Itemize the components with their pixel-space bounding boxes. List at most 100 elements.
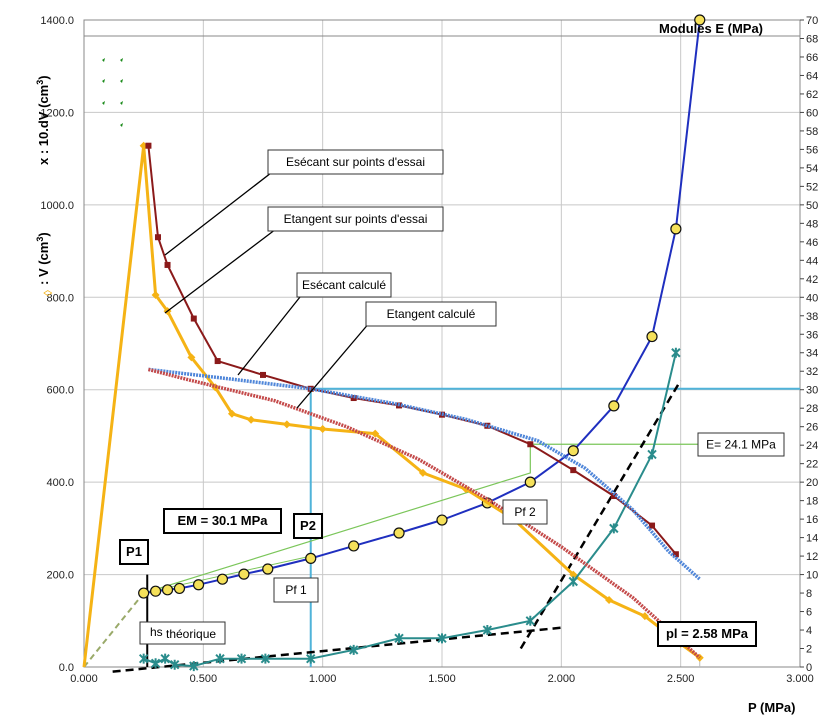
data-point — [670, 223, 682, 235]
data-point — [482, 625, 493, 636]
esecant-calc-box — [296, 272, 392, 298]
data-point — [187, 353, 196, 362]
esecant-points-box — [267, 149, 444, 175]
etangent-calc-box — [365, 301, 497, 327]
left-axis-title-1-text: : V (cm — [36, 242, 51, 285]
y-right-tick-label: 18 — [806, 496, 818, 508]
data-point — [138, 587, 150, 599]
etangent-points-box — [267, 206, 444, 232]
data-point — [640, 612, 649, 621]
leader-etangent-points — [164, 225, 281, 314]
data-point — [525, 615, 536, 626]
data-point — [145, 142, 152, 149]
hs-subscript-label: hs — [150, 625, 163, 639]
pf2-green-line — [143, 443, 698, 594]
initial-dashed-line — [83, 592, 145, 668]
x-tick-label: 1.500 — [428, 673, 456, 685]
y-left-tick-label: 1000.0 — [40, 200, 74, 212]
data-point — [570, 467, 577, 474]
data-point — [189, 661, 199, 672]
data-point — [569, 570, 578, 579]
series-0 — [138, 14, 706, 599]
data-point — [214, 358, 221, 365]
data-point — [169, 659, 180, 670]
series-line — [148, 367, 701, 581]
callouts: Esécant sur points d'essai Etangent sur p… — [119, 149, 785, 647]
y-right-tick-label: 30 — [806, 385, 818, 397]
x-tick-label: 1.000 — [309, 673, 337, 685]
data-point — [305, 552, 317, 564]
x-tick-label: 2.000 — [548, 673, 576, 685]
pf2-box — [502, 499, 548, 525]
y-right-tick-label: 52 — [806, 181, 818, 193]
y-right-tick-label: 2 — [806, 644, 812, 656]
y-left-tick-label: 1400.0 — [40, 15, 74, 27]
data-point — [215, 653, 225, 664]
y-left-tick-label: 0.0 — [59, 662, 74, 674]
data-point — [610, 493, 617, 500]
y-right-tick-label: 6 — [806, 607, 812, 619]
leader-etangent-calc — [296, 321, 371, 409]
data-point — [646, 330, 658, 343]
series-line — [147, 367, 701, 660]
data-point — [672, 551, 679, 558]
data-point — [394, 633, 404, 644]
x-tick-label: 3.000 — [786, 673, 814, 685]
data-point — [227, 409, 236, 418]
y-right-tick-label: 32 — [806, 366, 818, 378]
y-right-tick-label: 10 — [806, 570, 818, 582]
p1-box — [119, 539, 149, 565]
pl-258-box — [657, 621, 757, 647]
p2-box — [293, 513, 323, 539]
data-point — [567, 445, 579, 457]
data-point — [527, 441, 534, 448]
data-point — [260, 653, 271, 664]
y-right-tick-label: 38 — [806, 311, 818, 323]
y-right-tick-label: 28 — [806, 403, 818, 415]
data-point — [238, 568, 250, 580]
pf2-label: Pf 2 — [514, 505, 536, 519]
data-point — [671, 347, 681, 358]
axes: 0.000 0.500 1.000 1.500 2.000 2.500 3.0000.020… — [40, 15, 818, 685]
y-right-tick-label: 68 — [806, 33, 818, 45]
left-axis-title-1: : V (cm3) — [35, 232, 51, 285]
right-axis-title: Modules E (MPa) — [659, 21, 763, 36]
y-right-tick-label: 26 — [806, 422, 818, 434]
etangent-points-label: Etangent sur points d'essai — [284, 212, 428, 226]
y-right-tick-label: 56 — [806, 144, 818, 156]
y-right-tick-label: 14 — [806, 533, 818, 545]
y-left-tick-label: 1200.0 — [40, 107, 74, 119]
data-point — [647, 449, 657, 460]
y-left-tick-label: 200.0 — [46, 570, 74, 582]
leader-esecant-calc — [237, 296, 301, 376]
data-point — [164, 261, 171, 268]
data-point — [150, 658, 161, 669]
series-4 — [148, 367, 701, 581]
data-point — [260, 371, 266, 378]
series-5 — [147, 367, 701, 660]
em-30-box — [163, 508, 282, 534]
y-right-tick-label: 8 — [806, 588, 812, 600]
y-right-tick-label: 70 — [806, 15, 818, 27]
y-right-tick-label: 34 — [806, 348, 818, 360]
data-point — [694, 14, 706, 26]
data-point — [150, 585, 162, 597]
esecant-points-label: Esécant sur points d'essai — [286, 155, 425, 169]
y-left-tick-label: 400.0 — [46, 477, 74, 489]
data-point — [608, 400, 620, 412]
data-point — [161, 584, 174, 596]
y-right-tick-label: 20 — [806, 477, 818, 489]
data-point — [605, 595, 614, 604]
y-right-tick-label: 22 — [806, 459, 818, 471]
esecant-calc-label: Esécant calculé — [302, 278, 386, 292]
y-right-tick-label: 24 — [806, 440, 818, 452]
data-point — [138, 653, 149, 664]
series-line — [147, 145, 677, 555]
leader-esecant-points — [164, 165, 281, 256]
data-point — [151, 290, 160, 299]
svg-text:x : 10.dV (cm3): x : 10.dV (cm3) — [35, 75, 51, 165]
y-left-tick-label: 600.0 — [46, 385, 74, 397]
svg-text:: V (cm3): : V (cm3) — [35, 232, 51, 285]
data-point — [393, 527, 405, 539]
e-24-label: E= 24.1 MPa — [706, 438, 776, 452]
